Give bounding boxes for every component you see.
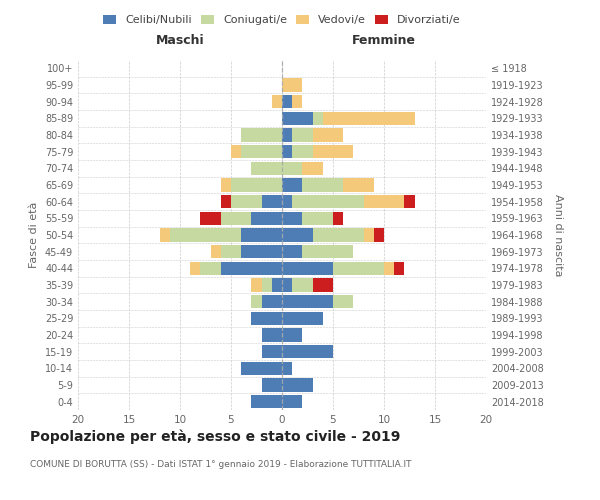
- Bar: [302, 245, 353, 258]
- Bar: [302, 162, 323, 175]
- Bar: [241, 145, 282, 158]
- Bar: [282, 112, 313, 125]
- Legend: Celibi/Nubili, Coniugati/e, Vedovi/e, Divorziati/e: Celibi/Nubili, Coniugati/e, Vedovi/e, Di…: [99, 10, 465, 30]
- Bar: [231, 195, 262, 208]
- Bar: [221, 262, 282, 275]
- Bar: [282, 128, 292, 141]
- Text: Maschi: Maschi: [155, 34, 205, 46]
- Bar: [262, 328, 282, 342]
- Bar: [282, 345, 333, 358]
- Bar: [251, 212, 282, 225]
- Bar: [302, 178, 343, 192]
- Bar: [221, 212, 251, 225]
- Bar: [262, 278, 272, 291]
- Bar: [313, 145, 353, 158]
- Bar: [364, 195, 404, 208]
- Bar: [160, 228, 170, 241]
- Bar: [292, 128, 313, 141]
- Bar: [364, 228, 374, 241]
- Bar: [282, 262, 333, 275]
- Bar: [231, 145, 241, 158]
- Bar: [394, 262, 404, 275]
- Bar: [221, 245, 241, 258]
- Y-axis label: Fasce di età: Fasce di età: [29, 202, 39, 268]
- Bar: [282, 228, 313, 241]
- Bar: [302, 212, 333, 225]
- Bar: [404, 195, 415, 208]
- Text: COMUNE DI BORUTTA (SS) - Dati ISTAT 1° gennaio 2019 - Elaborazione TUTTITALIA.IT: COMUNE DI BORUTTA (SS) - Dati ISTAT 1° g…: [30, 460, 412, 469]
- Bar: [292, 195, 364, 208]
- Bar: [211, 245, 221, 258]
- Bar: [384, 262, 394, 275]
- Bar: [282, 312, 323, 325]
- Bar: [333, 295, 353, 308]
- Bar: [282, 362, 292, 375]
- Bar: [251, 312, 282, 325]
- Bar: [282, 378, 313, 392]
- Y-axis label: Anni di nascita: Anni di nascita: [553, 194, 563, 276]
- Bar: [170, 228, 241, 241]
- Bar: [251, 395, 282, 408]
- Bar: [292, 278, 313, 291]
- Bar: [292, 145, 313, 158]
- Bar: [282, 212, 302, 225]
- Bar: [221, 178, 231, 192]
- Bar: [282, 245, 302, 258]
- Bar: [241, 228, 282, 241]
- Bar: [282, 328, 302, 342]
- Bar: [262, 295, 282, 308]
- Bar: [231, 178, 282, 192]
- Bar: [282, 145, 292, 158]
- Bar: [333, 262, 384, 275]
- Bar: [313, 128, 343, 141]
- Bar: [313, 112, 323, 125]
- Bar: [262, 378, 282, 392]
- Bar: [282, 295, 333, 308]
- Bar: [221, 195, 231, 208]
- Bar: [323, 112, 415, 125]
- Bar: [200, 212, 221, 225]
- Bar: [374, 228, 384, 241]
- Bar: [190, 262, 200, 275]
- Bar: [313, 278, 333, 291]
- Bar: [282, 95, 292, 108]
- Bar: [241, 128, 282, 141]
- Bar: [251, 162, 282, 175]
- Text: Popolazione per età, sesso e stato civile - 2019: Popolazione per età, sesso e stato civil…: [30, 430, 400, 444]
- Bar: [292, 95, 302, 108]
- Bar: [282, 178, 302, 192]
- Bar: [282, 162, 302, 175]
- Bar: [333, 212, 343, 225]
- Bar: [262, 195, 282, 208]
- Bar: [282, 78, 302, 92]
- Bar: [343, 178, 374, 192]
- Bar: [251, 278, 262, 291]
- Bar: [313, 228, 364, 241]
- Bar: [272, 95, 282, 108]
- Bar: [282, 278, 292, 291]
- Bar: [241, 362, 282, 375]
- Bar: [200, 262, 221, 275]
- Text: Femmine: Femmine: [352, 34, 416, 46]
- Bar: [251, 295, 262, 308]
- Bar: [282, 395, 302, 408]
- Bar: [241, 245, 282, 258]
- Bar: [282, 195, 292, 208]
- Bar: [262, 345, 282, 358]
- Bar: [272, 278, 282, 291]
